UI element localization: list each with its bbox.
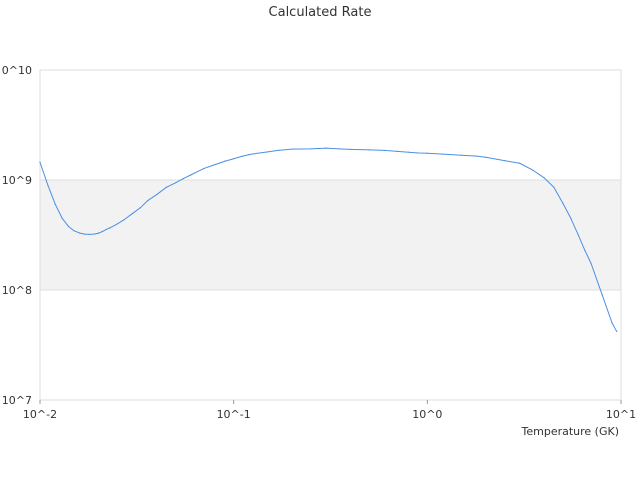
data-point [476,155,478,157]
data-point [241,155,243,157]
data-point [543,177,545,179]
data-point [338,148,340,150]
data-point [616,330,618,333]
data-point [61,217,63,219]
data-point [116,223,118,225]
x-tick-label: 10^-2 [23,408,57,421]
data-point [147,199,149,202]
data-point [190,174,192,176]
data-point [214,164,216,166]
grid-band [40,180,621,290]
data-point [426,152,428,154]
series-layer [39,147,618,333]
data-point [203,167,205,170]
y-axis-ticks: 10^7 10^8 10^9 0^10 [2,64,32,407]
data-point [47,184,49,187]
data-point [88,233,91,236]
data-point [39,161,41,163]
data-point [562,202,564,204]
data-point [570,217,572,219]
data-point [67,225,69,227]
data-point [174,182,176,184]
data-point [325,147,327,149]
data-point [553,186,555,188]
data-point [383,149,385,151]
data-point [101,230,104,233]
data-point [93,233,95,235]
data-point [532,169,534,171]
data-point [109,227,111,229]
data-point [417,152,420,154]
y-tick-label: 10^9 [2,174,32,187]
data-point [584,249,586,251]
x-tick-label: 10^1 [606,408,636,421]
data-point [54,203,56,206]
data-point [460,154,463,156]
data-point [611,322,613,324]
data-point [73,230,75,232]
data-point [78,232,81,234]
data-point [131,212,134,215]
data-point [255,152,257,155]
data-point [277,149,279,151]
data-point [165,186,168,188]
x-tick-label: 10^-1 [217,408,251,421]
data-point [139,207,142,209]
data-point [396,150,398,152]
x-axis-ticks: 10^-2 10^-1 10^0 10^1 [23,400,636,421]
data-point [442,153,444,155]
data-point [105,228,107,231]
y-tick-label: 10^8 [2,284,32,297]
data-point [122,219,125,221]
data-point [224,160,226,162]
data-point [519,162,521,164]
x-tick-label: 10^0 [412,408,442,421]
data-point [248,154,250,156]
data-point [368,149,370,151]
plot-frame [39,69,622,401]
y-tick-label: 10^7 [2,394,32,407]
data-point [485,156,487,158]
data-point [233,158,235,160]
data-point [407,151,410,153]
x-axis-label: Temperature (GK) [521,425,620,438]
data-point [267,151,269,153]
data-point [503,160,506,162]
data-point [590,262,592,264]
data-point [155,194,158,196]
y-tick-label: 0^10 [2,64,32,77]
data-point [291,148,293,150]
data-point [84,233,86,235]
data-point [349,148,351,150]
chart-title: Calculated Rate [269,5,372,20]
data-point [97,232,99,234]
data-point [577,233,579,236]
data-point [182,177,184,180]
grid-bands [40,180,621,290]
data-point [310,148,312,150]
data-point [601,294,603,296]
